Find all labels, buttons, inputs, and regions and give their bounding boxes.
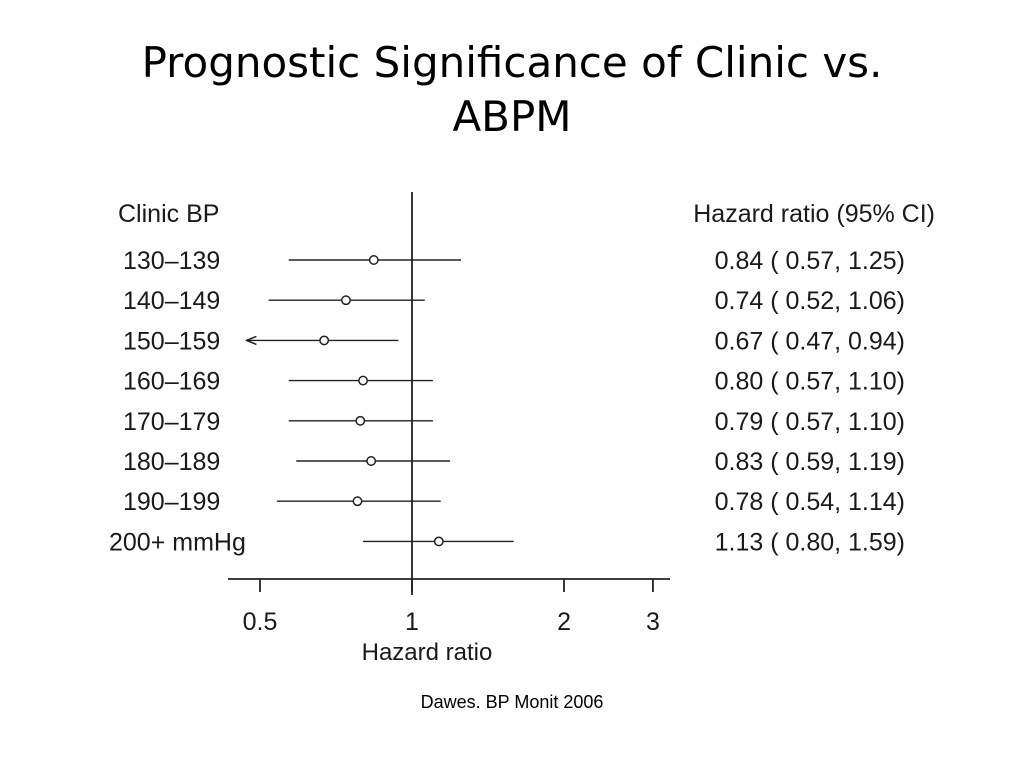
hazard-ratio-column-header: Hazard ratio (95% CI) (693, 200, 935, 228)
row-hazard-ratio-ci: 0.74 ( 0.52, 1.06) (715, 287, 905, 315)
forest-row: 150–159 0.67 ( 0.47, 0.94) (123, 327, 905, 355)
forest-row: 200+ mmHg 1.13 ( 0.80, 1.59) (109, 528, 905, 556)
slide-title-line-1: Prognostic Significance of Clinic vs. (141, 38, 883, 87)
forest-row: 170–179 0.79 ( 0.57, 1.10) (123, 408, 905, 436)
forest-row: 180–189 0.83 ( 0.59, 1.19) (123, 448, 905, 476)
row-hazard-ratio-ci: 0.83 ( 0.59, 1.19) (715, 448, 905, 476)
row-category-label: 150–159 (123, 327, 220, 355)
forest-row: 140–149 0.74 ( 0.52, 1.06) (123, 287, 905, 315)
row-hazard-ratio-ci: 1.13 ( 0.80, 1.59) (715, 528, 905, 556)
hazard-ratio-point (358, 375, 369, 386)
row-hazard-ratio-ci: 0.78 ( 0.54, 1.14) (715, 488, 905, 516)
row-hazard-ratio-ci: 0.80 ( 0.57, 1.10) (715, 368, 905, 396)
row-category-label: 190–199 (123, 488, 220, 516)
row-hazard-ratio-ci: 0.79 ( 0.57, 1.10) (715, 408, 905, 436)
x-tick-label: 0.5 (243, 608, 278, 636)
x-tick-label: 2 (557, 608, 571, 636)
hazard-ratio-point (352, 496, 363, 507)
citation-caption: Dawes. BP Monit 2006 (420, 692, 604, 712)
x-axis-ticks: 0.5 1 2 3 (243, 579, 660, 636)
hazard-ratio-point (366, 456, 377, 466)
hazard-ratio-point (368, 255, 379, 265)
clinic-bp-column-header: Clinic BP (118, 200, 219, 228)
hazard-ratio-point (355, 415, 366, 426)
slide-title-line-2: ABPM (452, 92, 572, 141)
row-category-label: 200+ mmHg (109, 528, 246, 556)
row-hazard-ratio-ci: 0.84 ( 0.57, 1.25) (715, 247, 905, 275)
x-axis-label: Hazard ratio (362, 639, 493, 666)
hazard-ratio-point (433, 536, 444, 547)
forest-plot: Clinic BP Hazard ratio (95% CI) 0.5 1 2 3 1… (109, 192, 935, 666)
x-tick-label: 3 (646, 608, 660, 636)
forest-row: 130–139 0.84 ( 0.57, 1.25) (123, 247, 905, 275)
row-category-label: 170–179 (123, 408, 220, 436)
row-category-label: 160–169 (123, 368, 220, 396)
row-category-label: 130–139 (123, 247, 220, 275)
forest-rows: 130–139 0.84 ( 0.57, 1.25) 140–149 0.74 ( 0… (109, 247, 905, 556)
forest-row: 190–199 0.78 ( 0.54, 1.14) (123, 488, 905, 516)
forest-row: 160–169 0.80 ( 0.57, 1.10) (123, 368, 905, 396)
row-category-label: 180–189 (123, 448, 220, 476)
hazard-ratio-point (319, 335, 330, 346)
x-tick-label: 1 (405, 608, 419, 636)
hazard-ratio-point (341, 295, 351, 306)
row-category-label: 140–149 (123, 287, 220, 315)
row-hazard-ratio-ci: 0.67 ( 0.47, 0.94) (715, 327, 905, 355)
slide-title: Prognostic Significance of Clinic vs. AB… (62, 36, 962, 144)
